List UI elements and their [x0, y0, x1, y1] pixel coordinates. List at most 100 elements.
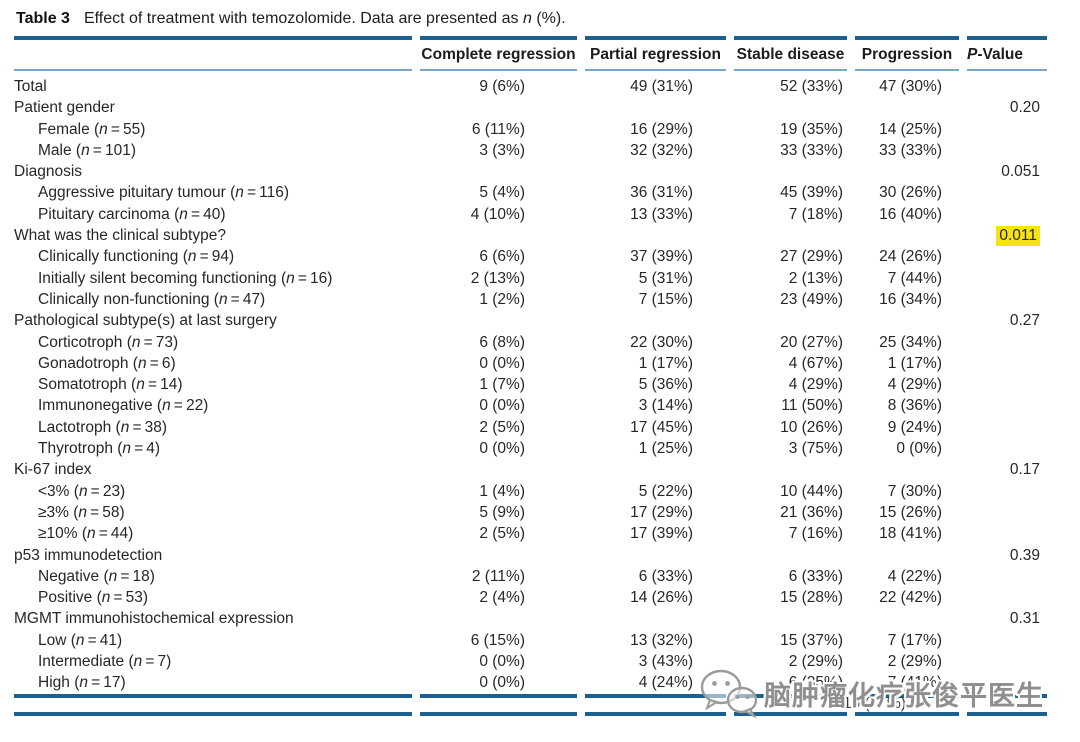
row-label: High (n = 17) [38, 674, 126, 692]
cell-value: 23 (49%) [780, 290, 843, 308]
table-row: High (n = 17) 0 (0%) 4 (24%) 6 (35%) 7 (41%) [14, 672, 1047, 693]
cell-value: 52 (33%) [780, 78, 843, 95]
p-value [967, 417, 1047, 438]
table-row: Aggressive pituitary tumour (n = 116) 5 (… [14, 182, 1047, 203]
cell-value: 25 (34%) [879, 333, 942, 351]
row-label: What was the clinical subtype? [14, 227, 226, 245]
italic-n: n [87, 525, 96, 543]
row-label: MGMT immunohistochemical expression [14, 610, 294, 628]
p-value [967, 438, 1047, 459]
row-label: Low (n = 41) [38, 631, 123, 649]
cell-value [734, 225, 847, 246]
cell-value: 14 (25%) [879, 120, 942, 138]
table-row: ≥3% (n = 58) 5 (9%) 17 (29%) 21 (36%) 15 (26… [14, 502, 1047, 523]
row-label: Clinically functioning (n = 94) [38, 248, 235, 266]
cell-value: 4 (10%) [470, 205, 525, 223]
p-value [967, 332, 1047, 353]
cell-value [855, 608, 959, 629]
cell-value: 16 (34%) [879, 290, 942, 308]
cell-value: 7 (30%) [887, 482, 942, 500]
paper-table-page: Table 3 Effect of treatment with temozolo… [14, 6, 1061, 716]
italic-n: n [137, 354, 147, 372]
row-label: Ki-67 index [14, 461, 92, 479]
table-row: Immunonegative (n = 22) 0 (0%) 3 (14%) 11 (… [14, 395, 1047, 416]
cell-value [855, 545, 959, 566]
italic-n: n [75, 631, 85, 649]
italic-n: n [218, 290, 228, 308]
cell-value: 13 (32%) [630, 631, 693, 649]
table-row: p53 immunodetection 0.39 [14, 545, 1047, 566]
italic-n: n [120, 418, 130, 436]
italic-n: n [122, 440, 132, 458]
table-number: Table 3 [16, 10, 70, 27]
cell-value [855, 97, 959, 118]
italic-n: n [78, 482, 88, 500]
p-value: 0.39 [1009, 546, 1040, 564]
row-label: ≥10% (n = 44) [38, 525, 134, 543]
italic-n: n [101, 589, 111, 607]
italic-n: n [187, 248, 197, 266]
row-label: p53 immunodetection [14, 546, 163, 564]
p-value [967, 523, 1047, 544]
italic-n: n [81, 141, 90, 159]
row-label: Gonadotroph (n = 6) [38, 354, 176, 372]
cell-value: 22 (42%) [879, 589, 942, 607]
cell-value: 17 (45%) [630, 418, 693, 436]
cell-value: 36 (31%) [630, 184, 693, 202]
cell-value: 1 (17%) [638, 354, 693, 372]
cell-value: 17 (29%) [630, 503, 693, 521]
table-row: MGMT immunohistochemical expression 0.31 [14, 608, 1047, 629]
cell-value [734, 310, 847, 331]
cell-value: 5 (36%) [638, 376, 693, 394]
cell-value: 5 (4%) [479, 184, 525, 202]
p-value [967, 246, 1047, 267]
table-row: Patient gender 0.20 [14, 97, 1047, 118]
table-row: Pathological subtype(s) at last surgery 0… [14, 310, 1047, 331]
cell-value: 2 (4%) [479, 589, 525, 607]
results-table: Complete regression Partial regression Sta… [6, 36, 1055, 716]
p-value: 0.27 [1009, 312, 1040, 330]
cell-value: 45 (39%) [780, 184, 843, 202]
table-row: Gonadotroph (n = 6) 0 (0%) 1 (17%) 4 (67%) 1… [14, 353, 1047, 374]
cell-value: 8 (36%) [887, 397, 942, 415]
cell-value [734, 161, 847, 182]
cell-value [734, 608, 847, 629]
p-value [967, 672, 1047, 693]
p-value [967, 502, 1047, 523]
cell-value [734, 459, 847, 480]
cell-value [855, 459, 959, 480]
italic-n: n [523, 10, 532, 27]
italic-n: n [79, 674, 88, 692]
cell-value [734, 545, 847, 566]
cell-value: 30 (26%) [879, 184, 942, 202]
cell-value [585, 608, 726, 629]
cell-value: 33 (33%) [780, 141, 843, 159]
row-label: Somatotroph (n = 14) [38, 376, 183, 394]
table-row: Initially silent becoming functioning (n… [14, 268, 1047, 289]
cell-value: 4 (24%) [638, 674, 693, 692]
row-label: Aggressive pituitary tumour (n = 116) [38, 184, 290, 202]
cell-value [420, 545, 577, 566]
table-row: Female (n = 55) 6 (11%) 16 (29%) 19 (35%) 14… [14, 119, 1047, 140]
italic-n: n [78, 503, 88, 521]
p-value [967, 119, 1047, 140]
row-label: Pathological subtype(s) at last surgery [14, 312, 277, 330]
italic-n: n [136, 376, 145, 394]
cell-value: 10 (26%) [780, 418, 843, 436]
cell-value: 0 (0%) [479, 674, 525, 692]
p-value [967, 71, 1047, 97]
cell-value: 0 (0%) [479, 354, 525, 372]
cell-value: 5 (22%) [638, 482, 693, 500]
p-value [967, 651, 1047, 672]
table-row: ≥10% (n = 44) 2 (5%) 17 (39%) 7 (16%) 18 (41… [14, 523, 1047, 544]
cell-value: 3 (43%) [638, 653, 693, 671]
table-row: Diagnosis 0.051 [14, 161, 1047, 182]
cell-value: 18 (41%) [879, 525, 942, 543]
cell-value: 33 (33%) [879, 141, 942, 159]
obscured-value-fragment: 15 (37%) [843, 695, 906, 712]
cell-value: 7 (18%) [788, 205, 843, 223]
cell-value: 2 (13%) [470, 269, 525, 287]
cell-value: 6 (33%) [638, 567, 693, 585]
table-row: Lactotroph (n = 38) 2 (5%) 17 (45%) 10 (26%… [14, 417, 1047, 438]
cell-value: 1 (2%) [479, 290, 525, 308]
